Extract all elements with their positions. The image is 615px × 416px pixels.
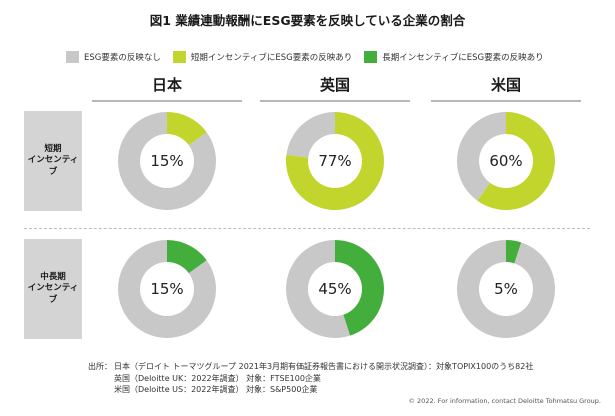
country-rule-japan xyxy=(92,100,242,102)
row-label-long-term-line1: 中長期 xyxy=(40,271,66,282)
donut-segment-us-long-term xyxy=(506,240,522,264)
legend-label-short-term: 短期インセンティブにESG要素の反映あり xyxy=(190,53,353,63)
donut-segment-uk-short-term xyxy=(286,112,384,210)
chart-title: 図1 業績連動報酬にESG要素を反映している企業の割合 xyxy=(149,13,466,28)
donut-label-us-short-term: 60% xyxy=(489,152,522,170)
row-divider xyxy=(24,228,590,229)
donut-segment-japan-short-term xyxy=(167,112,207,146)
donut-label-japan-long-term: 15% xyxy=(150,280,183,298)
row-label-short-term-line1: 短期 xyxy=(44,143,62,154)
legend-item-long-term: 長期インセンティブにESG要素の反映あり xyxy=(364,51,544,63)
legend: ESG要素の反映なし 短期インセンティブにESG要素の反映あり 長期インセンティ… xyxy=(66,50,556,64)
legend-swatch-long-term xyxy=(364,51,378,63)
country-rule-us xyxy=(431,100,581,102)
donut-remainder-japan-long-term xyxy=(118,240,216,338)
copyright: © 2022. For information, contact Deloitt… xyxy=(408,397,601,405)
donut-remainder-us-long-term xyxy=(457,240,556,339)
legend-label-none: ESG要素の反映なし xyxy=(84,53,161,63)
donut-segment-japan-long-term xyxy=(167,240,207,274)
source-prefix: 出所： xyxy=(88,362,112,371)
country-header-us: 米国 xyxy=(490,76,521,94)
legend-item-short-term: 短期インセンティブにESG要素の反映あり xyxy=(172,51,353,63)
country-rule-uk xyxy=(260,100,410,102)
row-label-long-term-line2: インセンティブ xyxy=(27,283,79,305)
donut-segment-uk-long-term xyxy=(335,240,384,336)
row-label-long-term: 中長期 インセンティブ xyxy=(24,239,82,339)
legend-swatch-short-term xyxy=(172,51,186,63)
donut-remainder-japan-short-term xyxy=(117,112,216,210)
row-label-short-term-line2: インセンティブ xyxy=(27,155,79,177)
donut-remainder-us-short-term xyxy=(456,112,506,201)
donut-segment-us-short-term xyxy=(477,112,555,210)
donut-label-uk-short-term: 77% xyxy=(318,152,351,170)
country-header-uk: 英国 xyxy=(319,76,350,94)
legend-swatch-none xyxy=(66,51,79,63)
donut-remainder-uk-long-term xyxy=(286,240,351,338)
source-line-japan: 日本（デロイト トーマツグループ 2021年3月期有価証券報告書における開示状況… xyxy=(114,362,534,371)
row-label-short-term: 短期 インセンティブ xyxy=(24,111,82,211)
legend-item-none: ESG要素の反映なし xyxy=(66,51,161,63)
source-note: 出所： 日本（デロイト トーマツグループ 2021年3月期有価証券報告書における… xyxy=(88,361,533,396)
donut-label-japan-short-term: 15% xyxy=(150,152,183,170)
donut-remainder-uk-short-term xyxy=(286,112,335,158)
source-line-us: 米国（Deloitte US：2022年調査） 対象：S&P500企業 xyxy=(114,385,318,395)
legend-label-long-term: 長期インセンティブにESG要素の反映あり xyxy=(382,53,544,63)
country-header-japan: 日本 xyxy=(151,76,182,94)
donut-label-us-long-term: 5% xyxy=(494,280,518,298)
donut-label-uk-long-term: 45% xyxy=(318,280,351,298)
source-line-uk: 英国（Deloitte UK：2022年調査） 対象：FTSE100企業 xyxy=(114,373,321,383)
